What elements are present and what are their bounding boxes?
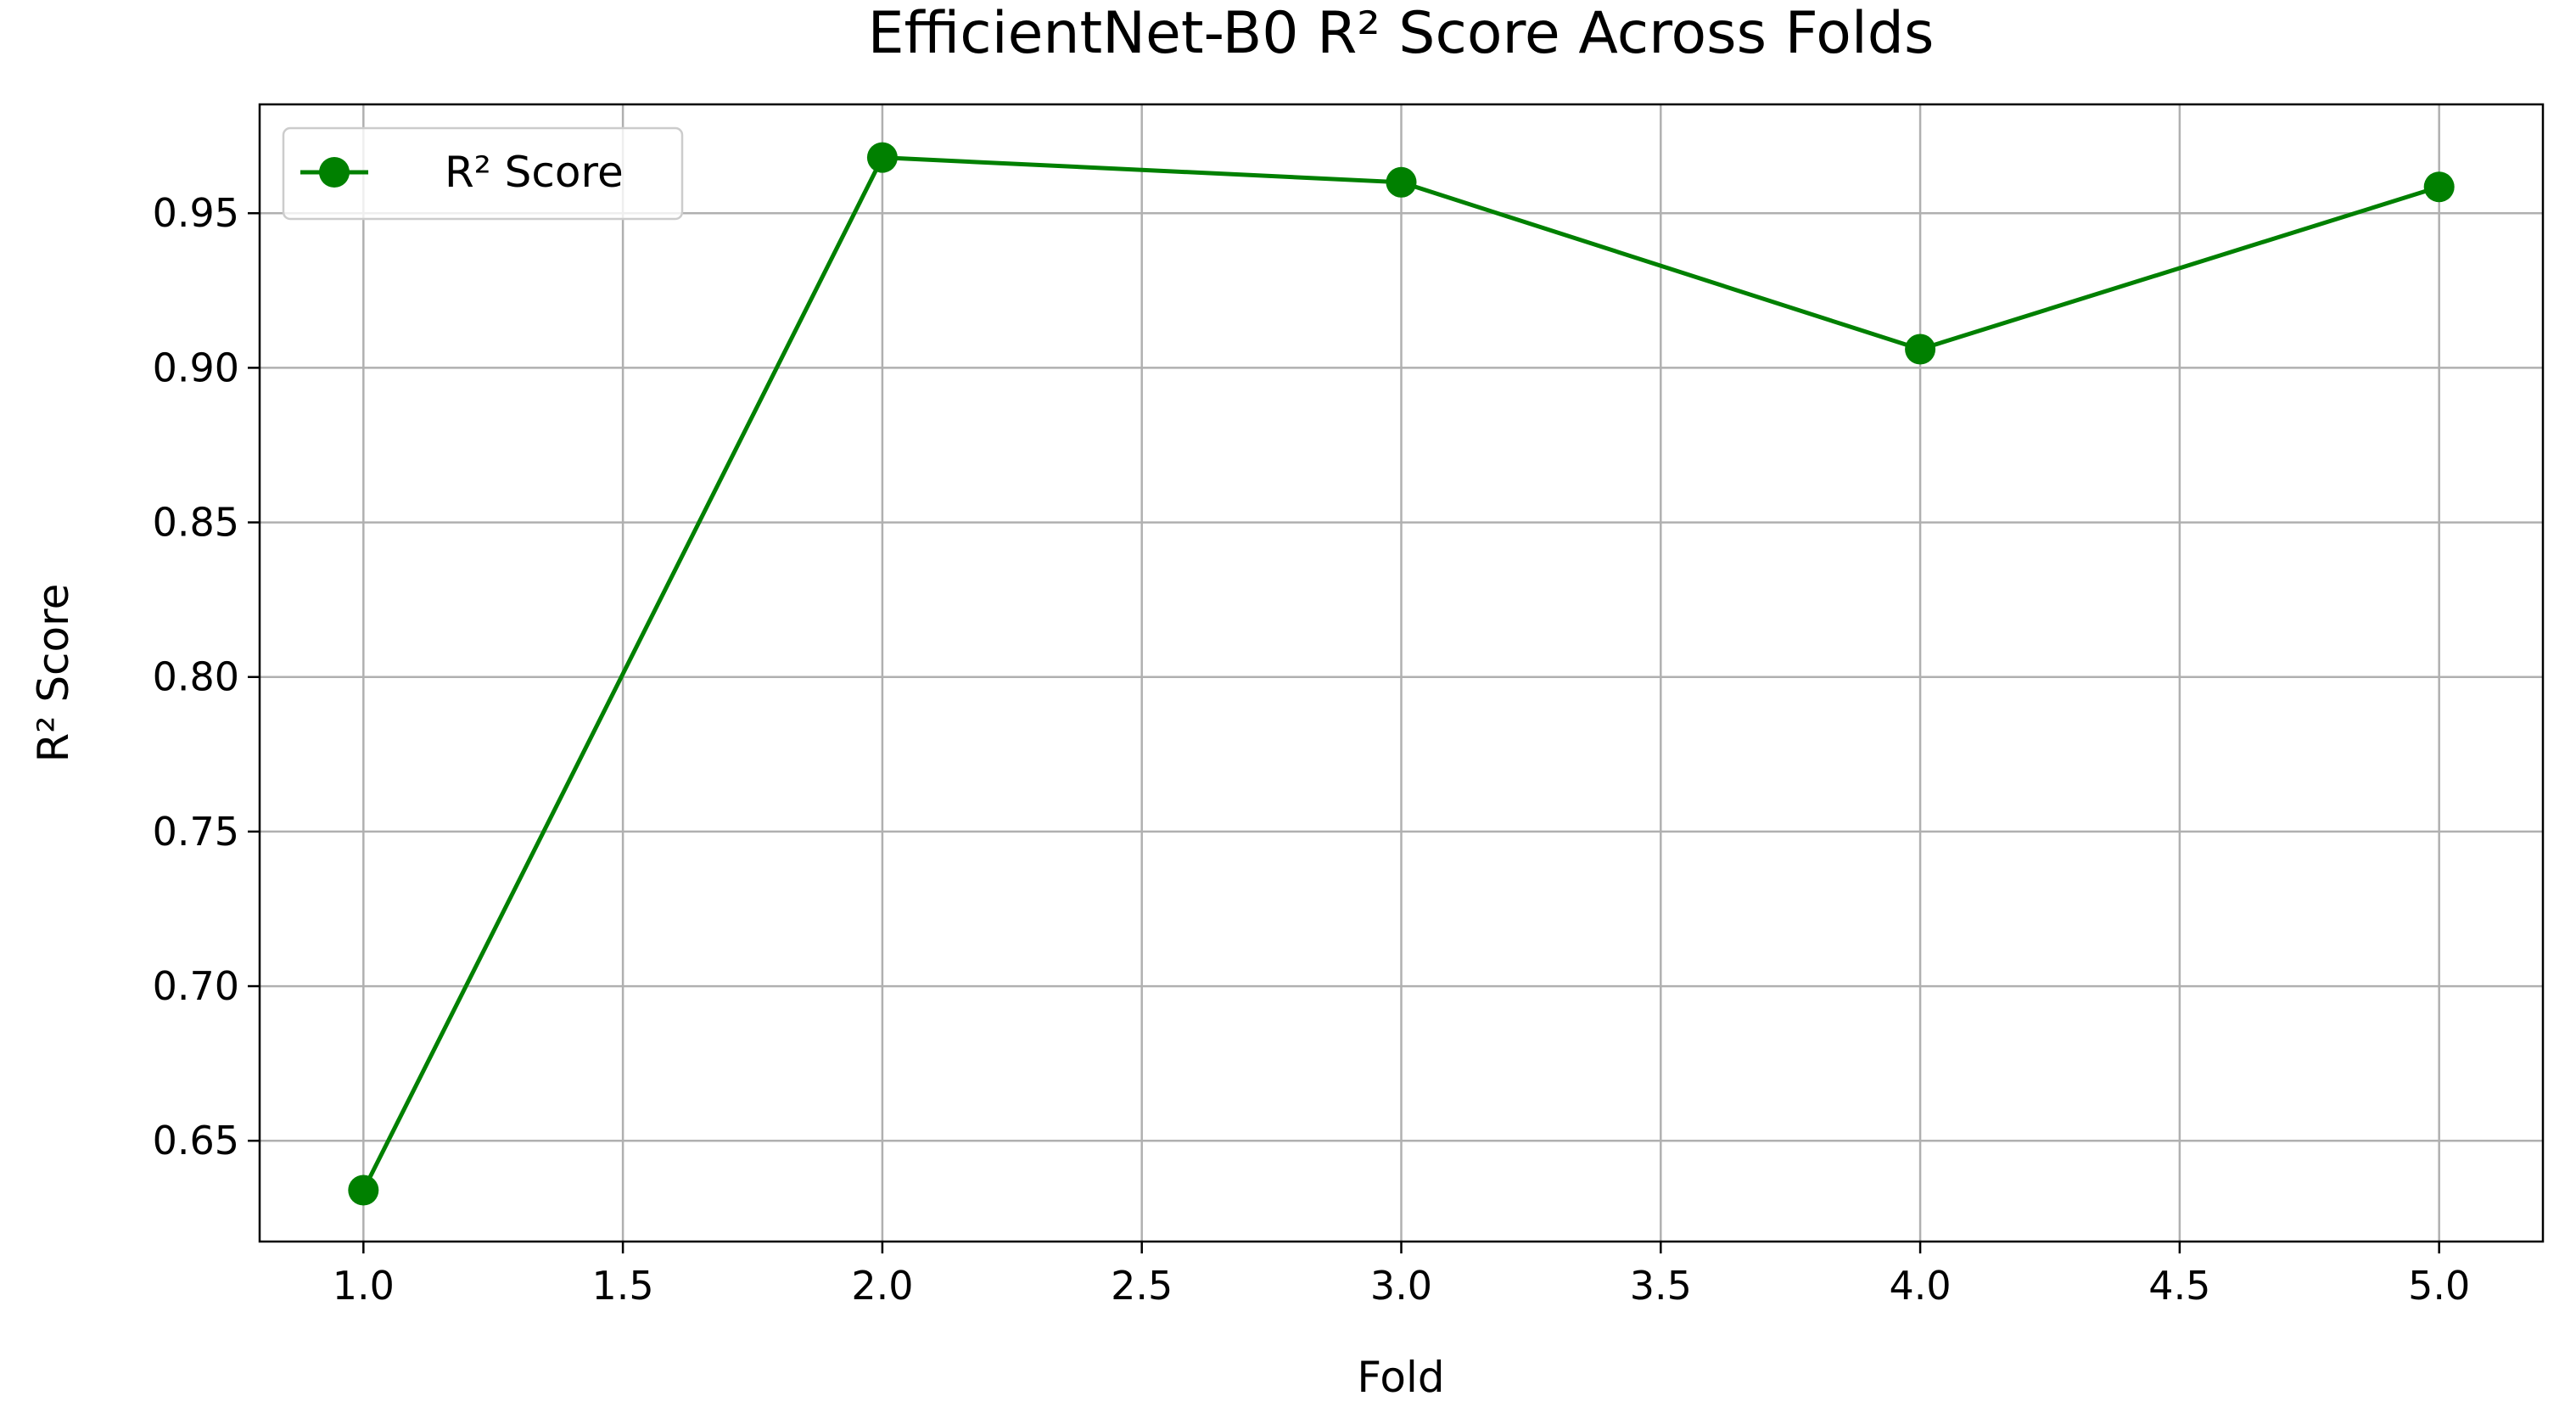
legend: R² Score	[282, 126, 684, 221]
y-axis-label: R² Score	[29, 584, 78, 763]
x-tick-label: 1.0	[333, 1263, 395, 1309]
y-tick-label: 0.65	[153, 1118, 239, 1163]
y-tick-label: 0.90	[153, 345, 239, 390]
x-tick-label: 3.0	[1370, 1263, 1432, 1309]
y-tick-label: 0.75	[153, 809, 239, 855]
x-axis-label: Fold	[1357, 1353, 1444, 1402]
legend-marker	[319, 157, 350, 188]
x-tick-label: 4.0	[1890, 1263, 1952, 1309]
x-tick-label: 1.5	[592, 1263, 654, 1309]
y-tick-label: 0.70	[153, 963, 239, 1009]
x-tick-label: 5.0	[2408, 1263, 2470, 1309]
y-tick-label: 0.80	[153, 654, 239, 700]
y-tick-label: 0.95	[153, 190, 239, 236]
legend-label: R² Score	[445, 148, 624, 197]
data-point	[2423, 171, 2455, 203]
data-point	[866, 142, 898, 173]
data-point	[1386, 166, 1417, 198]
data-point	[1905, 334, 1936, 365]
x-tick-label: 2.5	[1111, 1263, 1173, 1309]
x-tick-label: 3.5	[1630, 1263, 1692, 1309]
y-tick-label: 0.85	[153, 500, 239, 546]
chart-title: EfficientNet-B0 R² Score Across Folds	[868, 0, 1935, 67]
data-point	[348, 1175, 379, 1206]
legend-frame	[282, 126, 684, 221]
plot-frame	[258, 103, 2545, 1243]
x-tick-label: 4.5	[2148, 1263, 2210, 1309]
x-tick-label: 2.0	[851, 1263, 913, 1309]
